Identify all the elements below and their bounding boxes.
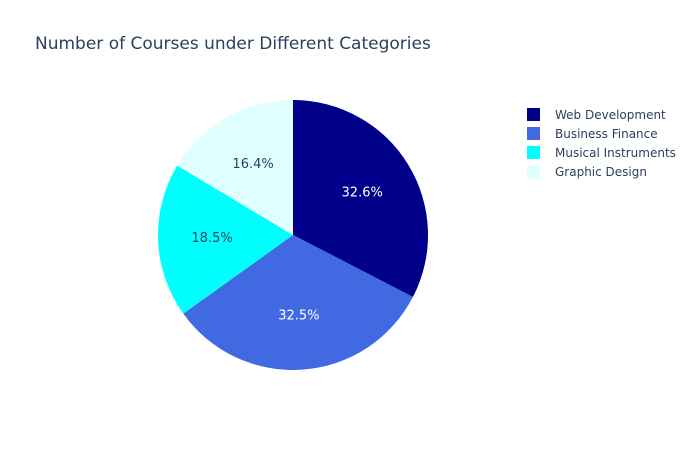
pie-slice-label: 32.5% bbox=[278, 308, 319, 323]
pie-slice-label: 18.5% bbox=[191, 231, 232, 246]
legend-label: Musical Instruments bbox=[555, 145, 676, 160]
legend-label: Graphic Design bbox=[555, 164, 647, 179]
legend-item-business-finance[interactable]: Business Finance bbox=[527, 124, 676, 143]
pie-slice-graphic-design[interactable] bbox=[177, 100, 293, 235]
pie-slice-label: 32.6% bbox=[342, 185, 383, 200]
pie-slice-web-development[interactable] bbox=[293, 100, 428, 298]
chart-title: Number of Courses under Different Catego… bbox=[35, 34, 431, 54]
legend-label: Business Finance bbox=[555, 126, 658, 141]
pie-slice-label: 16.4% bbox=[232, 157, 273, 172]
legend-item-graphic-design[interactable]: Graphic Design bbox=[527, 162, 676, 181]
legend-item-musical-instruments[interactable]: Musical Instruments bbox=[527, 143, 676, 162]
legend-swatch bbox=[527, 146, 540, 159]
legend-swatch bbox=[527, 127, 540, 140]
pie-slice-musical-instruments[interactable] bbox=[157, 165, 293, 314]
legend-swatch bbox=[527, 108, 540, 121]
legend-item-web-development[interactable]: Web Development bbox=[527, 105, 676, 124]
legend-label: Web Development bbox=[555, 107, 666, 122]
legend: Web Development Business Finance Musical I… bbox=[527, 105, 676, 181]
pie-slice-business-finance[interactable] bbox=[183, 235, 413, 370]
legend-swatch bbox=[527, 165, 540, 178]
